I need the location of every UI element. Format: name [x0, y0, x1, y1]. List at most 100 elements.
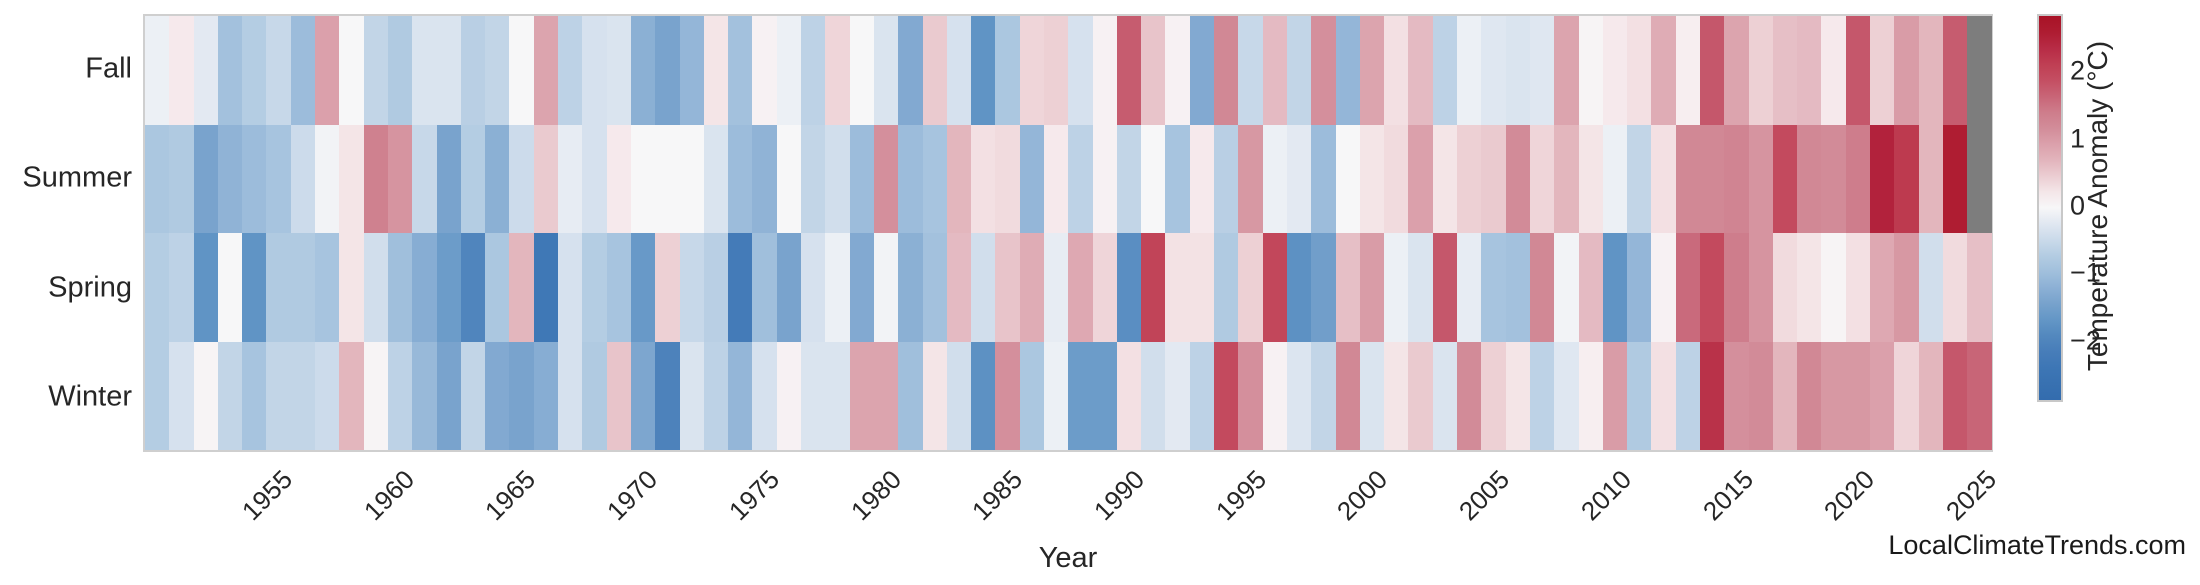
heatmap-cell — [1724, 16, 1749, 125]
heatmap-cell — [1894, 16, 1919, 125]
heatmap-cell — [1942, 341, 1968, 450]
heatmap-cell — [1092, 233, 1117, 342]
heatmap-cell — [1700, 341, 1725, 450]
heatmap-cell — [460, 233, 486, 342]
heatmap-cell — [1043, 233, 1069, 342]
heatmap-cell — [1627, 16, 1652, 125]
heatmap-cell — [533, 341, 559, 450]
heatmap-cell — [728, 341, 753, 450]
heatmap-cell — [1651, 233, 1676, 342]
heatmap-cell — [1870, 124, 1895, 233]
x-tick-label: 1985 — [966, 464, 1029, 527]
heatmap-cell — [873, 233, 899, 342]
heatmap-cell — [387, 124, 413, 233]
heatmap-cell — [558, 341, 583, 450]
heatmap-cell — [1481, 124, 1506, 233]
heatmap-cell — [1359, 124, 1385, 233]
heatmap-row-fall — [145, 16, 1992, 125]
heatmap-cell — [873, 16, 899, 125]
heatmap-cell — [776, 341, 802, 450]
heatmap-cell — [1141, 341, 1166, 450]
x-tick-label: 1995 — [1209, 464, 1272, 527]
heatmap-cell — [655, 233, 680, 342]
heatmap-cell — [1457, 233, 1482, 342]
heatmap-cell — [1384, 124, 1409, 233]
heatmap-cell — [266, 233, 291, 342]
heatmap-cell — [679, 341, 704, 450]
heatmap-cell — [1505, 341, 1530, 450]
heatmap-cell — [1141, 233, 1166, 342]
heatmap-cell — [1554, 341, 1579, 450]
heatmap-cell — [606, 124, 631, 233]
heatmap-cell — [679, 233, 704, 342]
heatmap-cell — [1359, 341, 1385, 450]
heatmap-cell — [1432, 124, 1458, 233]
heatmap-cell — [582, 233, 607, 342]
heatmap-cell — [1821, 124, 1846, 233]
heatmap-cell — [971, 233, 996, 342]
heatmap-cell — [1457, 124, 1482, 233]
y-tick-label-spring: Spring — [48, 271, 132, 304]
x-tick-label: 1970 — [601, 464, 664, 527]
heatmap-cell — [387, 341, 413, 450]
heatmap-cell — [630, 124, 656, 233]
heatmap-cell — [1189, 124, 1215, 233]
y-axis-labels: Fall Summer Spring Winter — [0, 0, 132, 452]
heatmap-cell — [1335, 233, 1360, 342]
heatmap-cell — [1894, 233, 1919, 342]
heatmap-cell — [1870, 341, 1895, 450]
heatmap-cell — [1432, 233, 1458, 342]
heatmap-cell — [1675, 124, 1700, 233]
heatmap-cell — [752, 341, 777, 450]
heatmap-cell — [1772, 124, 1798, 233]
heatmap-cell — [193, 124, 218, 233]
heatmap-cell — [995, 16, 1020, 125]
heatmap-cell — [1602, 341, 1628, 450]
heatmap-cell — [436, 341, 461, 450]
x-tick-label: 1975 — [722, 464, 785, 527]
heatmap-cell — [1967, 233, 1992, 342]
heatmap-cell — [752, 124, 777, 233]
heatmap-cell — [849, 16, 874, 125]
heatmap-cell — [630, 16, 656, 125]
heatmap-cell — [1942, 16, 1968, 125]
heatmap-cell — [1335, 16, 1360, 125]
heatmap-cell — [1457, 341, 1482, 450]
heatmap-cell — [485, 341, 510, 450]
heatmap-cell — [1335, 124, 1360, 233]
heatmap-cell — [266, 16, 291, 125]
heatmap-cell — [169, 341, 194, 450]
heatmap-cell — [1967, 341, 1992, 450]
heatmap-cell — [898, 233, 923, 342]
heatmap-cell — [1748, 16, 1773, 125]
heatmap-cell — [1238, 233, 1263, 342]
heatmap-cell — [169, 124, 194, 233]
heatmap-cell — [1165, 16, 1190, 125]
heatmap-cell — [1214, 341, 1239, 450]
heatmap-cell — [412, 16, 437, 125]
heatmap-cell — [1627, 124, 1652, 233]
heatmap-cell — [801, 233, 826, 342]
heatmap-cell — [922, 124, 947, 233]
heatmap-cell — [1845, 124, 1871, 233]
heatmap-cell — [1092, 341, 1117, 450]
heatmap-cell — [1116, 124, 1142, 233]
watermark: LocalClimateTrends.com — [1888, 530, 2186, 560]
heatmap-cell — [995, 341, 1020, 450]
heatmap-cell — [1189, 16, 1215, 125]
heatmap-cell — [1578, 233, 1603, 342]
heatmap-cell — [1724, 233, 1749, 342]
heatmap-cell — [533, 233, 559, 342]
heatmap-cell — [1116, 233, 1142, 342]
heatmap-cell — [1554, 124, 1579, 233]
heatmap-cell — [339, 233, 364, 342]
heatmap-cell — [1238, 16, 1263, 125]
heatmap-cell — [1724, 341, 1749, 450]
x-tick-label: 1960 — [357, 464, 420, 527]
heatmap-cell — [436, 16, 461, 125]
heatmap-row-winter — [145, 341, 1992, 450]
heatmap-cell — [946, 124, 972, 233]
heatmap-cell — [1748, 124, 1773, 233]
y-tick-label-fall: Fall — [85, 52, 132, 85]
